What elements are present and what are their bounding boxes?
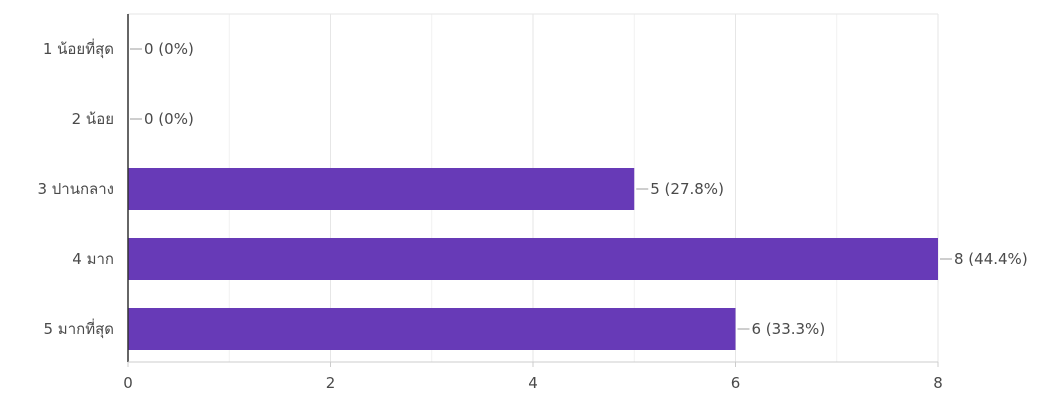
data-label-4: 8 (44.4%)	[954, 250, 1028, 268]
category-label-1: 1 น้อยที่สุด	[43, 38, 114, 59]
bar-3	[128, 168, 635, 210]
category-label-4: 4 มาก	[72, 250, 114, 268]
bars	[128, 168, 938, 350]
bar-4	[128, 238, 938, 280]
labels: 0 2 4 6 8 1 น้อยที่สุด 0 (0%) 2 น้อย 0 (0%) 3 ปาน…	[37, 38, 1027, 392]
category-label-2: 2 น้อย	[72, 110, 114, 128]
bar-5	[128, 308, 736, 350]
x-tick-label-0: 0	[123, 374, 133, 392]
x-tick-label-2: 2	[326, 374, 336, 392]
data-label-3: 5 (27.8%)	[650, 180, 724, 198]
x-tick-label-8: 8	[933, 374, 943, 392]
data-label-5: 6 (33.3%)	[752, 320, 826, 338]
axes	[127, 14, 939, 367]
category-label-3: 3 ปานกลาง	[37, 180, 114, 198]
data-label-1: 0 (0%)	[144, 40, 194, 58]
x-tick-label-4: 4	[528, 374, 538, 392]
category-label-5: 5 มากที่สุด	[44, 318, 115, 339]
data-label-2: 0 (0%)	[144, 110, 194, 128]
x-tick-label-6: 6	[731, 374, 741, 392]
